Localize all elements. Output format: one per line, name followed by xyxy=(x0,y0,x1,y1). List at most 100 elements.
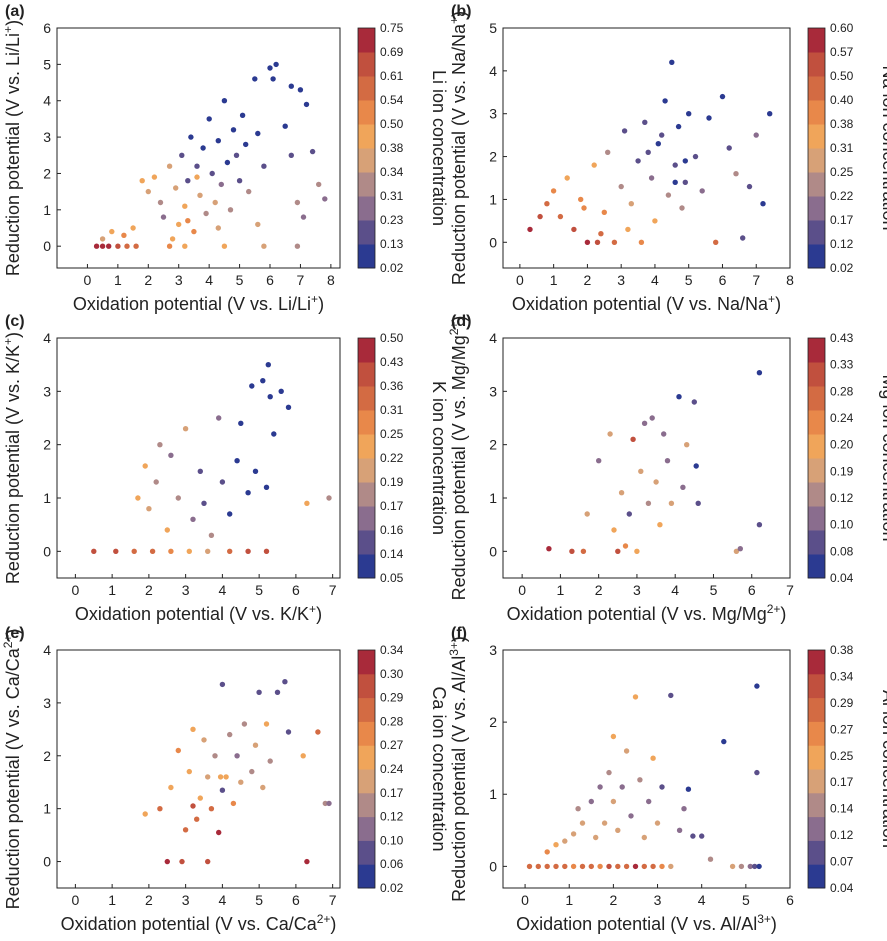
colorbar-tick-label: 0.75 xyxy=(380,21,404,35)
colorbar-tick-label: 0.31 xyxy=(380,403,404,417)
data-point xyxy=(706,115,712,121)
data-point xyxy=(632,863,639,870)
data-point xyxy=(326,800,332,807)
colorbar: 0.02 0.13 0.23 0.31 0.34 0.38 0.50 0.54 0.61 0.69… xyxy=(357,21,449,275)
data-point xyxy=(628,201,634,207)
x-tick-label: 0 xyxy=(516,272,524,288)
y-axis-label-sup: + xyxy=(1,338,15,345)
x-tick-label: 7 xyxy=(786,582,794,598)
x-tick-label: 1 xyxy=(550,272,558,288)
data-point xyxy=(699,188,705,194)
colorbar-tick-label: 0.17 xyxy=(830,775,854,789)
data-point xyxy=(221,98,228,104)
data-point xyxy=(215,225,221,231)
data-point xyxy=(168,548,174,554)
data-point xyxy=(166,243,173,249)
data-point xyxy=(584,239,591,245)
data-point xyxy=(194,816,200,822)
data-point xyxy=(285,404,292,410)
data-point xyxy=(628,813,634,819)
data-point xyxy=(668,500,675,506)
y-axis-label: Reduction potential (V vs. Mg/Mg2+) xyxy=(447,316,469,601)
data-point xyxy=(227,731,233,738)
x-axis-label-text: Oxidation potential (V vs. Mg/Mg xyxy=(507,604,767,624)
data-point xyxy=(676,394,682,400)
data-point xyxy=(205,858,211,865)
colorbar-segment xyxy=(358,338,375,363)
panel-label: (a) xyxy=(5,3,25,20)
plot-frame xyxy=(502,337,791,579)
data-point xyxy=(260,378,266,384)
data-point xyxy=(252,468,259,474)
data-point xyxy=(719,93,726,100)
data-point xyxy=(584,511,590,517)
y-tick-label: 5 xyxy=(43,56,51,72)
data-point xyxy=(182,827,189,833)
colorbar-tick-label: 0.28 xyxy=(830,384,854,398)
colorbar-frame xyxy=(357,27,376,269)
data-point xyxy=(241,721,248,727)
y-axis-label-end: ) xyxy=(449,316,469,322)
data-point xyxy=(219,787,226,793)
data-point xyxy=(270,76,276,82)
y-tick-label: 1 xyxy=(43,490,51,506)
colorbar-tick-label: 0.57 xyxy=(830,45,854,59)
data-point xyxy=(233,152,240,158)
colorbar-segment xyxy=(808,28,825,53)
y-tick-label: 0 xyxy=(43,854,51,870)
x-tick-label: 7 xyxy=(752,272,760,288)
x-axis-label-sup: 3+ xyxy=(757,912,771,926)
data-point xyxy=(593,834,599,841)
colorbar-segment xyxy=(358,697,375,722)
colorbar-tick-label: 0.25 xyxy=(380,427,404,441)
colorbar-segment xyxy=(358,482,375,507)
plot-frame xyxy=(56,27,341,269)
colorbar-segment xyxy=(358,220,375,245)
data-point xyxy=(569,548,575,554)
colorbar-tick-label: 0.34 xyxy=(830,669,854,683)
data-point xyxy=(278,388,284,394)
colorbar-frame xyxy=(807,337,826,579)
x-axis-label-text: Oxidation potential (V vs. Na/Na xyxy=(512,294,769,314)
data-point xyxy=(252,76,258,82)
data-point xyxy=(601,209,607,215)
data-point xyxy=(733,171,739,177)
data-point xyxy=(645,149,651,155)
colorbar-segment xyxy=(808,530,825,555)
colorbar-tick-label: 0.17 xyxy=(830,213,854,227)
x-axis-label-text: Oxidation potential (V vs. K/K xyxy=(75,604,309,624)
data-point xyxy=(288,152,294,158)
x-tick-label: 2 xyxy=(595,582,603,598)
data-point xyxy=(263,548,270,554)
data-point xyxy=(615,863,621,870)
colorbar-tick-label: 0.29 xyxy=(830,696,854,710)
x-axis-label-text: Oxidation potential (V vs. Al/Al xyxy=(516,914,757,934)
data-point xyxy=(201,737,207,743)
colorbar-tick-label: 0.12 xyxy=(830,828,854,842)
data-point xyxy=(164,527,170,533)
data-point xyxy=(157,199,164,206)
panel-label: (c) xyxy=(5,313,25,330)
colorbar-tick-label: 0.06 xyxy=(380,857,404,871)
data-point xyxy=(564,175,570,181)
data-point xyxy=(622,543,629,549)
colorbar-segment xyxy=(808,124,825,149)
y-axis-label-end: ) xyxy=(3,20,23,26)
data-point xyxy=(234,753,240,759)
x-axis-label-end: ) xyxy=(316,604,322,624)
data-point xyxy=(267,65,273,71)
data-point xyxy=(168,452,174,458)
data-point xyxy=(681,806,687,812)
data-point xyxy=(223,774,229,780)
colorbar-tick-label: 0.04 xyxy=(830,881,854,895)
colorbar-tick-label: 0.12 xyxy=(830,237,854,251)
data-point xyxy=(653,479,659,485)
y-tick-label: 1 xyxy=(489,191,497,207)
y-tick-label: 3 xyxy=(43,695,51,711)
colorbar-label: Mg ion concentration xyxy=(879,374,887,541)
colorbar-tick-label: 0.19 xyxy=(830,464,854,478)
panel-label: (b) xyxy=(451,3,471,20)
y-tick-label: 0 xyxy=(489,543,497,559)
colorbar-segment xyxy=(808,386,825,411)
x-tick-label: 1 xyxy=(565,892,573,908)
